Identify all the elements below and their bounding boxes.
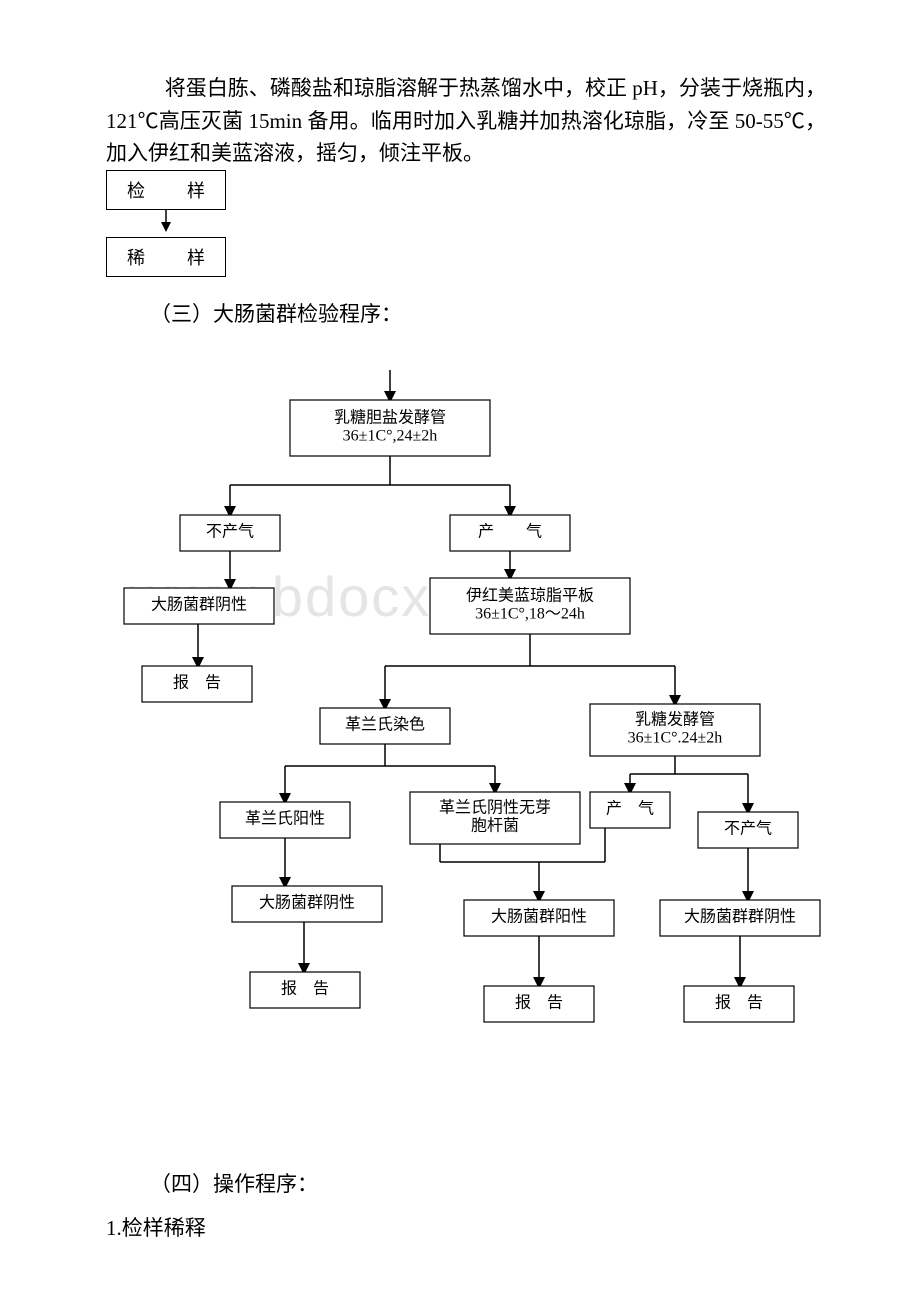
flow-node-text-n5-0: 伊红美蓝琼脂平板	[466, 587, 594, 605]
flow-node-text-n11-0: 产 气	[606, 800, 654, 818]
intro-text: 将蛋白胨、磷酸盐和琼脂溶解于热蒸馏水中，校正 pH，分装于烧瓶内， 121℃高压…	[106, 72, 826, 170]
prep-box-1: 检 样	[106, 170, 226, 210]
flow-node-text-n10-1: 胞杆菌	[471, 817, 519, 835]
flow-node-text-n9-0: 革兰氏阳性	[245, 810, 325, 828]
prep-box-2: 稀 样	[106, 237, 226, 277]
flow-node-text-n1-0: 乳糖胆盐发酵管	[334, 409, 446, 427]
flow-node-text-n2-0: 不产气	[206, 523, 254, 541]
flow-node-text-n16-0: 报 告	[281, 980, 329, 998]
flow-node-text-n18-0: 报 告	[715, 994, 763, 1012]
prep-box-2-label: 稀 样	[127, 244, 217, 270]
flow-node-text-n3-0: 产 气	[478, 523, 542, 541]
flow-node-text-n8-0: 乳糖发酵管	[635, 711, 715, 729]
flow-node-text-n13-0: 大肠菌群阴性	[259, 894, 355, 912]
flow-node-text-n15-0: 大肠菌群群阴性	[684, 908, 796, 926]
flow-node-text-n1-1: 36±1C°,24±2h	[343, 428, 438, 445]
flow-node-text-n6-0: 报 告	[173, 674, 221, 692]
flow-node-text-n14-0: 大肠菌群阳性	[491, 908, 587, 926]
flow-node-text-n7-0: 革兰氏染色	[345, 716, 425, 734]
intro-paragraph: 将蛋白胨、磷酸盐和琼脂溶解于热蒸馏水中，校正 pH，分装于烧瓶内， 121℃高压…	[106, 72, 826, 170]
flow-node-text-n8-1: 36±1C°.24±2h	[628, 730, 723, 747]
prep-box-1-label: 检 样	[127, 177, 217, 203]
flow-node-text-n10-0: 革兰氏阴性无芽	[439, 799, 551, 817]
flow-node-text-n12-0: 不产气	[724, 820, 772, 838]
section-3-title: （三）大肠菌群检验程序：	[150, 298, 402, 328]
section-4-title: （四）操作程序：	[150, 1168, 318, 1198]
prep-sequence: 检 样 稀 样	[106, 170, 226, 277]
flow-node-text-n17-0: 报 告	[515, 994, 563, 1012]
prep-arrow-down	[106, 210, 226, 232]
flow-node-text-n4-0: 大肠菌群阴性	[151, 596, 247, 614]
flowchart: 乳糖胆盐发酵管36±1C°,24±2h不产气产 气大肠菌群阴性伊红美蓝琼脂平板3…	[60, 360, 860, 1150]
flow-node-text-n5-1: 36±1C°,18～24h	[475, 606, 585, 623]
section-4-sub1: 1.检样稀释	[106, 1212, 206, 1242]
